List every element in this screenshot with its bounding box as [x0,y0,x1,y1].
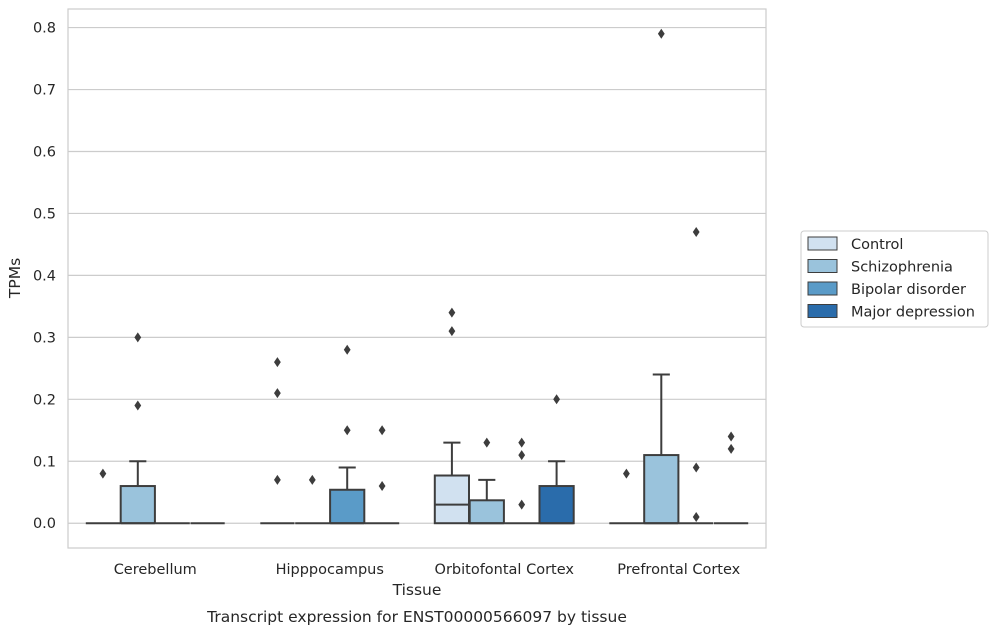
legend-label: Major depression [851,305,975,321]
outlier-point [518,450,526,461]
legend-label: Bipolar disorder [851,282,966,298]
outlier-point [378,425,386,436]
legend-swatch [807,281,838,296]
box [643,454,680,525]
y-tick-label: 0.8 [33,21,56,37]
outlier-point [518,437,526,448]
outlier-point [308,474,316,485]
x-tick-label: Orbitofontal Cortex [435,562,575,578]
box [538,485,575,525]
y-tick-label: 0.7 [33,83,56,99]
outlier-point [274,388,281,399]
legend-frame [800,230,989,328]
y-tick-label: 0.6 [33,144,56,160]
outlier-point [274,357,281,368]
outlier-point [448,326,456,337]
outlier-point [483,437,491,448]
y-axis-ticks: 0.0 0.1 0.2 0.3 0.4 0.5 0.6 0.7 0.8 [33,21,56,533]
y-tick-label: 0.5 [33,206,56,222]
box [433,474,471,525]
outlier-point [727,431,735,442]
y-axis-title: TPMs [6,258,24,299]
plot-area-frame [67,8,767,549]
legend-label: Schizophrenia [851,260,953,276]
outlier-point [343,344,351,355]
y-tick-label: 0.1 [33,454,56,470]
y-tick-label: 0.4 [33,268,56,284]
gridlines [68,26,766,524]
outlier-point [692,462,700,473]
x-axis-title: Tissue [392,581,442,599]
x-tick-label: Cerebellum [114,562,197,578]
legend-swatch [807,236,838,251]
legend-swatch [807,259,838,273]
outlier-point [692,227,700,238]
outlier-point [518,499,526,510]
box-layer [85,28,749,525]
y-tick-label: 0.2 [33,392,56,408]
outlier-point [134,332,142,343]
box [119,485,156,525]
box [329,488,366,525]
legend-swatch [807,304,838,318]
legend: Control Schizophrenia Bipolar disorder Majo… [800,230,989,328]
x-tick-label: Hipppocampus [276,562,384,578]
box [468,499,505,525]
outlier-point [448,307,456,318]
legend-label: Control [851,237,903,253]
outlier-point [378,481,386,492]
outlier-point [657,28,665,39]
y-tick-label: 0.3 [33,330,56,346]
outlier-point [692,512,700,523]
outlier-point [623,468,630,479]
x-axis-ticks: Cerebellum Hipppocampus Orbitofontal Corte… [114,562,741,578]
y-tick-label: 0.0 [33,516,56,532]
outlier-point [553,394,560,405]
outlier-point [727,443,735,454]
outlier-point [274,474,281,485]
outlier-point [343,425,351,436]
outlier-point [99,468,107,479]
x-tick-label: Prefrontal Cortex [617,562,740,578]
outlier-point [134,400,142,411]
chart-caption: Transcript expression for ENST0000056609… [206,608,627,626]
